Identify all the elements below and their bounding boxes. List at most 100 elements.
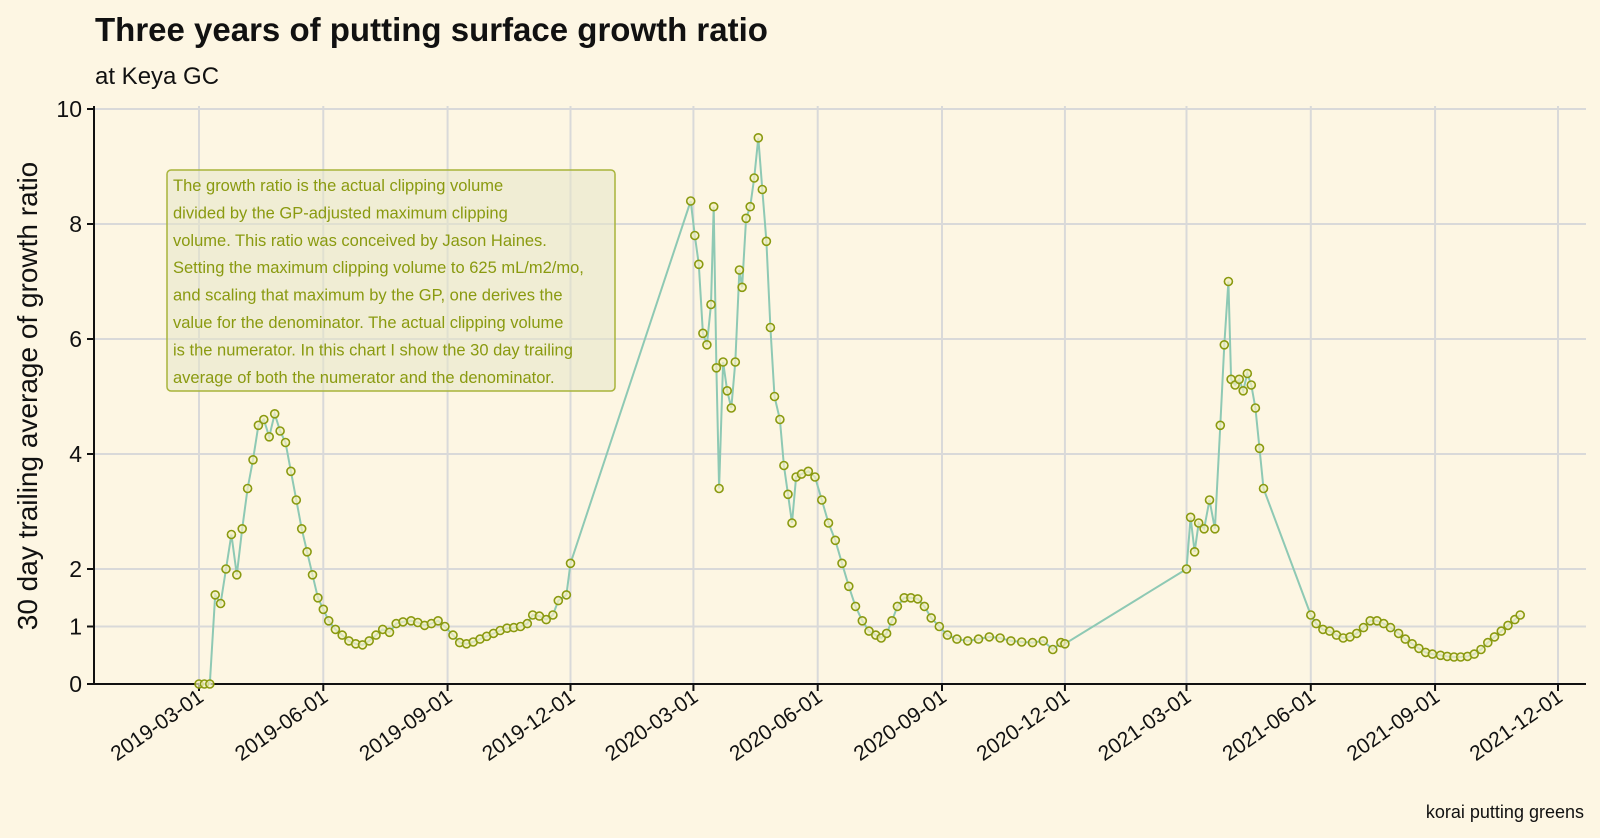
x-tick-label: 2021-12-01 [1466, 685, 1567, 765]
data-point [1407, 638, 1417, 649]
data-point [1254, 443, 1265, 454]
y-tick-label: 4 [69, 441, 82, 467]
data-point [337, 630, 348, 640]
data-point [1324, 626, 1335, 636]
annotation-line: Setting the maximum clipping volume to 6… [173, 259, 584, 277]
data-point [984, 632, 995, 642]
data-point [1393, 628, 1404, 639]
data-point [714, 483, 724, 494]
data-point [787, 518, 797, 528]
data-point [1378, 618, 1389, 629]
y-tick-label: 6 [69, 326, 82, 352]
data-point [1223, 276, 1234, 287]
data-point [302, 546, 312, 557]
data-point [357, 640, 368, 650]
data-point [205, 679, 215, 689]
data-point [1427, 649, 1438, 659]
data-point [823, 518, 834, 528]
x-tick-label: 2019-06-01 [231, 685, 332, 765]
data-point [942, 630, 953, 640]
caption: korai putting greens [1426, 802, 1584, 822]
data-point [887, 615, 897, 626]
annotation-line: divided by the GP-adjusted maximum clipp… [173, 204, 508, 222]
data-point [253, 420, 264, 431]
data-point [553, 595, 564, 606]
data-point [1016, 637, 1027, 647]
y-tick-label: 0 [69, 671, 82, 697]
data-point [702, 339, 712, 350]
data-point [1210, 523, 1220, 534]
data-point [830, 535, 841, 546]
data-point [698, 328, 708, 339]
annotation-line: value for the denominator. The actual cl… [173, 314, 563, 332]
data-point [737, 282, 747, 293]
x-tick-label: 2021-06-01 [1218, 685, 1319, 765]
data-point [1469, 649, 1479, 659]
y-tick-label: 2 [69, 556, 82, 582]
data-point [440, 621, 450, 632]
data-point [1258, 483, 1269, 494]
data-point [1204, 495, 1215, 505]
data-point [1238, 385, 1248, 396]
data-point [1181, 564, 1192, 574]
annotation-line: average of both the numerator and the de… [173, 369, 555, 387]
data-point [919, 601, 930, 612]
data-point [275, 426, 285, 436]
x-tick-label: 2020-06-01 [725, 685, 826, 765]
data-point [718, 357, 728, 367]
data-point [1060, 638, 1070, 649]
data-point [323, 615, 334, 626]
data-point [1027, 637, 1038, 648]
data-point [210, 590, 220, 600]
data-point [757, 184, 768, 195]
data-point [1306, 610, 1316, 620]
data-point [952, 634, 962, 644]
data-point [973, 634, 984, 644]
data-point [775, 414, 785, 425]
data-point [926, 613, 937, 623]
data-point [783, 489, 793, 500]
data-point [708, 201, 719, 212]
x-tick-label: 2019-03-01 [107, 685, 208, 765]
data-point [1234, 374, 1244, 385]
data-point [226, 529, 237, 540]
annotation-line: The growth ratio is the actual clipping … [173, 177, 503, 195]
data-point [1189, 546, 1200, 557]
data-point [307, 569, 318, 580]
data-point [1515, 610, 1525, 620]
data-point [286, 466, 296, 477]
data-point [995, 633, 1005, 643]
y-tick-label: 8 [69, 211, 82, 237]
data-point [769, 391, 780, 402]
data-point [1199, 523, 1209, 534]
data-point [741, 213, 751, 224]
annotation-line: is the numerator. In this chart I show t… [173, 341, 573, 359]
data-point [1185, 512, 1196, 523]
data-point [749, 173, 760, 183]
chart-title: Three years of putting surface growth ra… [95, 11, 768, 48]
data-point [816, 495, 827, 505]
data-point [215, 598, 226, 609]
data-point [541, 614, 552, 625]
data-point [232, 569, 242, 580]
data-point [1503, 620, 1513, 631]
data-point [881, 628, 892, 639]
data-point [318, 604, 329, 615]
data-point [296, 523, 307, 534]
data-point [313, 592, 323, 603]
x-tick-label: 2019-12-01 [478, 685, 579, 765]
data-point [1048, 644, 1058, 655]
data-point [264, 431, 275, 442]
y-tick-label: 1 [69, 614, 82, 640]
data-point [892, 601, 903, 612]
data-point [1476, 644, 1486, 655]
data-point [779, 460, 789, 471]
data-point [1385, 622, 1396, 633]
data-point [221, 564, 231, 574]
y-axis-label: 30 day trailing average of growth ratio [12, 162, 43, 631]
data-point [730, 357, 741, 367]
x-tick-label: 2020-09-01 [850, 685, 951, 765]
data-point [364, 636, 375, 646]
data-point [565, 558, 576, 569]
